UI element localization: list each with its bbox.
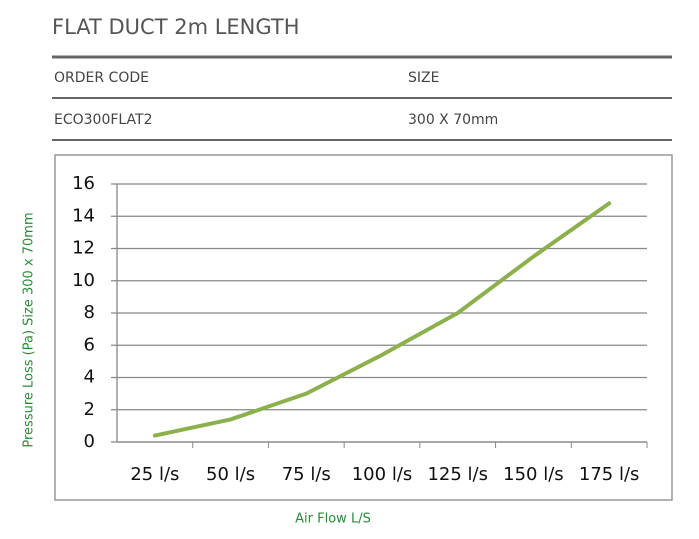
column-header: ORDER CODE [54,70,149,86]
title: FLAT DUCT 2m LENGTH [52,15,300,39]
y-tick-label: 16 [72,173,95,194]
y-tick-label: 2 [84,399,95,420]
x-tick-label: 25 l/s [130,464,179,485]
y-tick-label: 14 [72,205,95,226]
y-tick-label: 4 [84,367,95,388]
y-axis-title: Pressure Loss (Pa) Size 300 x 70mm [22,212,37,447]
x-axis-title: Air Flow L/S [295,512,371,527]
table-cell: ECO300FLAT2 [54,112,153,128]
y-tick-label: 0 [84,431,95,452]
y-tick-label: 12 [72,238,95,259]
x-tick-label: 75 l/s [282,464,331,485]
table-cell: 300 X 70mm [408,112,498,128]
chart-frame [54,154,673,501]
y-tick-label: 8 [84,302,95,323]
data-line [152,201,612,438]
column-header: SIZE [408,70,439,86]
x-tick-label: 150 l/s [503,464,564,485]
x-tick-label: 50 l/s [206,464,255,485]
y-tick-label: 10 [72,270,95,291]
x-tick-label: 125 l/s [427,464,488,485]
x-tick-label: 175 l/s [579,464,640,485]
y-tick-label: 6 [84,334,95,355]
x-tick-label: 100 l/s [352,464,413,485]
